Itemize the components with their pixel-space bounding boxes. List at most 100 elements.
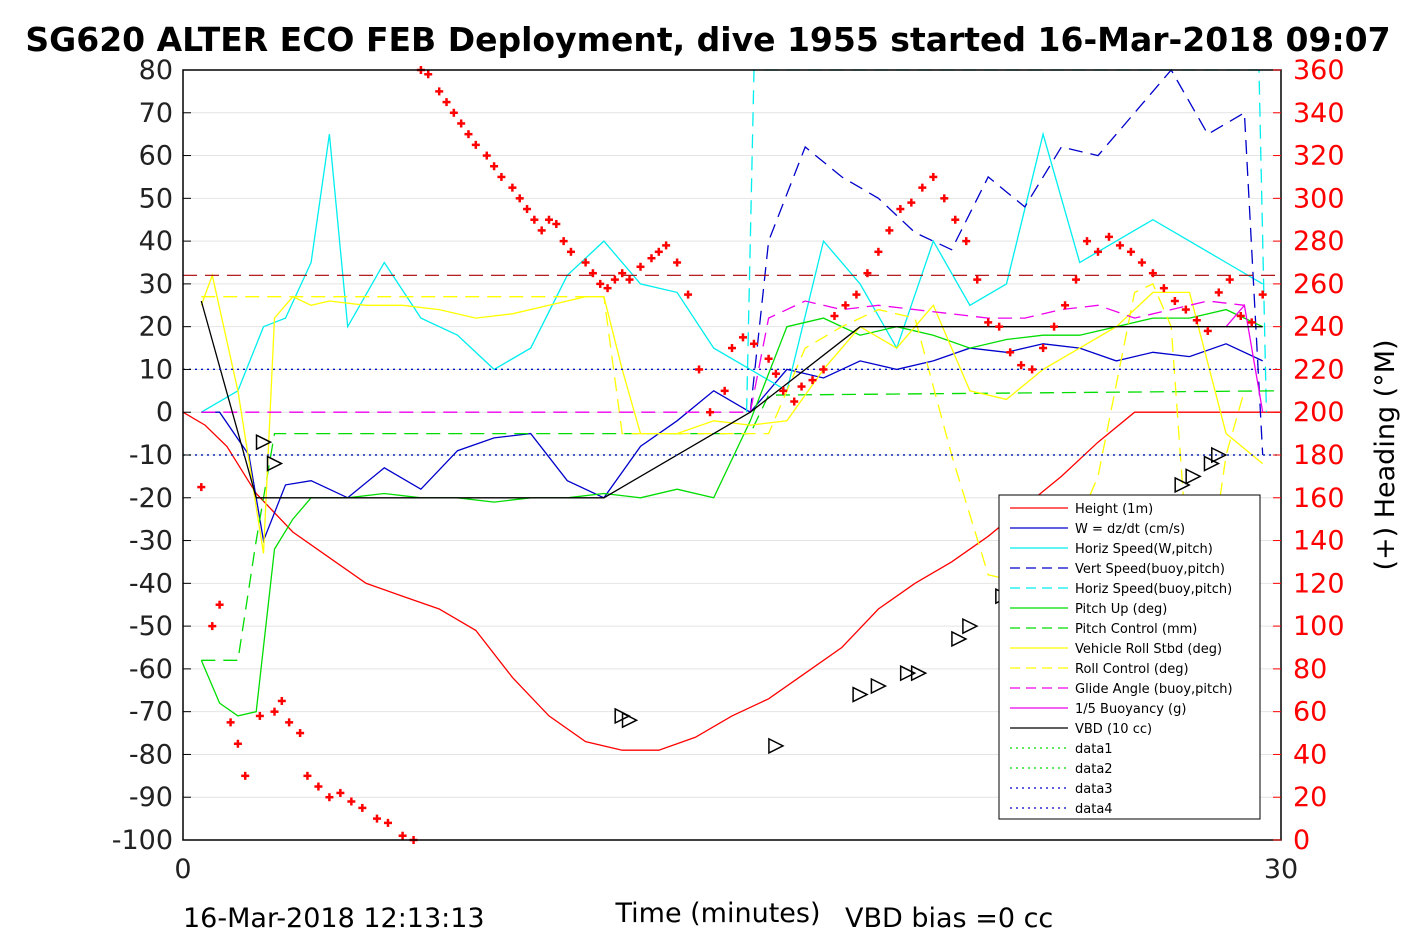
y-right-tick-label: 20: [1293, 782, 1327, 813]
heading-point: [497, 172, 506, 181]
legend-label: data1: [1075, 742, 1113, 757]
y-right-tick-label: 140: [1293, 526, 1345, 557]
y-tick-label: -30: [129, 526, 173, 557]
heading-point: [1050, 322, 1059, 331]
heading-point: [738, 333, 747, 342]
y-right-tick-label: 280: [1293, 226, 1345, 257]
heading-point: [296, 729, 305, 738]
chart-title: SG620 ALTER ECO FEB Deployment, dive 195…: [25, 20, 1390, 59]
y-axis-right-label: (+) Heading (°M): [1370, 339, 1401, 570]
heading-point: [285, 718, 294, 727]
heading-point: [896, 205, 905, 214]
y-right-tick-label: 40: [1293, 739, 1327, 770]
legend-label: Pitch Control (mm): [1075, 622, 1197, 637]
heading-point: [1094, 247, 1102, 256]
heading-point: [1148, 269, 1157, 278]
y-tick-label: -100: [112, 825, 173, 856]
heading-point: [1115, 241, 1124, 250]
y-tick-label: 20: [139, 312, 173, 343]
heading-point: [482, 151, 491, 160]
heading-point: [1159, 284, 1168, 293]
triangle-marker: [1211, 446, 1228, 464]
y-right-tick-label: 360: [1293, 55, 1345, 86]
heading-point: [255, 711, 264, 720]
heading-point: [552, 220, 561, 228]
heading-point: [874, 247, 883, 256]
y-right-tick-label: 120: [1293, 568, 1345, 599]
heading-point: [530, 215, 539, 224]
legend-label: Roll Control (deg): [1075, 662, 1189, 677]
triangle-marker: [266, 455, 284, 472]
heading-point: [383, 818, 392, 827]
legend-label: W = dz/dt (cm/s): [1075, 522, 1185, 537]
y-right-tick-label: 300: [1293, 183, 1345, 214]
heading-point: [537, 226, 546, 235]
heading-point: [929, 172, 938, 181]
heading-point: [995, 322, 1004, 331]
heading-point: [435, 87, 444, 96]
heading-point: [918, 183, 927, 192]
legend-label: Horiz Speed(buoy,pitch): [1075, 582, 1232, 597]
heading-point: [790, 397, 799, 406]
heading-point: [1039, 344, 1048, 353]
heading-point: [1072, 275, 1081, 284]
heading-point: [1061, 301, 1070, 310]
heading-point: [545, 215, 553, 224]
heading-point: [358, 803, 367, 812]
y-tick-label: -90: [129, 782, 173, 813]
y-right-tick-label: 240: [1293, 312, 1345, 343]
heading-point: [336, 788, 345, 797]
heading-point: [618, 269, 627, 278]
heading-point: [662, 241, 671, 250]
legend-label: Horiz Speed(W,pitch): [1075, 542, 1213, 557]
y-right-tick-label: 160: [1293, 483, 1345, 514]
heading-point: [1236, 311, 1245, 320]
triangle-marker: [1185, 468, 1202, 485]
series-line-10: [1225, 303, 1264, 413]
heading-point: [471, 140, 480, 149]
heading-point: [841, 301, 850, 310]
heading-point: [515, 194, 524, 203]
heading-point: [951, 215, 960, 224]
heading-point: [1083, 237, 1092, 246]
triangle-marker: [255, 433, 273, 451]
heading-point: [270, 707, 279, 716]
heading-point: [764, 354, 773, 363]
legend-label: 1/5 Buoyancy (g): [1075, 702, 1186, 717]
heading-point: [749, 339, 758, 348]
legend-label: Height (1m): [1075, 502, 1153, 517]
heading-point: [464, 130, 473, 139]
heading-point: [457, 119, 466, 128]
heading-point: [372, 814, 381, 823]
y-axis-right-ticks: 3603403203002802602402202001801601401201…: [1273, 55, 1345, 856]
heading-point: [673, 258, 682, 267]
series-line-11: [200, 300, 1263, 499]
y-axis-left-ticks: 80 70 60 50 40 30 20 10 0 -10 -20 -30 -40 -50 -60 -70 -8…: [112, 55, 191, 856]
heading-point: [581, 258, 590, 267]
heading-point: [233, 739, 242, 748]
legend-label: data2: [1075, 762, 1113, 777]
series-line-0: [182, 411, 1281, 751]
y-right-tick-label: 100: [1293, 611, 1345, 642]
heading-point: [610, 275, 619, 284]
heading-point: [636, 262, 645, 271]
triangle-marker: [910, 664, 928, 682]
triangle-marker: [1174, 476, 1191, 494]
heading-point: [684, 290, 693, 299]
y-right-tick-label: 60: [1293, 697, 1327, 728]
heading-point: [885, 226, 894, 235]
legend-label: Pitch Up (deg): [1075, 602, 1167, 617]
heading-point: [566, 247, 575, 256]
heading-point: [695, 365, 704, 374]
series-line-6: [201, 390, 1282, 661]
heading-point: [559, 237, 568, 246]
series-line-2: [200, 131, 1264, 413]
heading-point: [1104, 232, 1113, 241]
y-tick-label: 80: [139, 55, 173, 86]
heading-point: [808, 376, 817, 385]
heading-point: [819, 365, 828, 374]
y-tick-label: 60: [139, 141, 173, 172]
triangle-marker: [621, 712, 639, 729]
heading-point: [1203, 326, 1212, 335]
